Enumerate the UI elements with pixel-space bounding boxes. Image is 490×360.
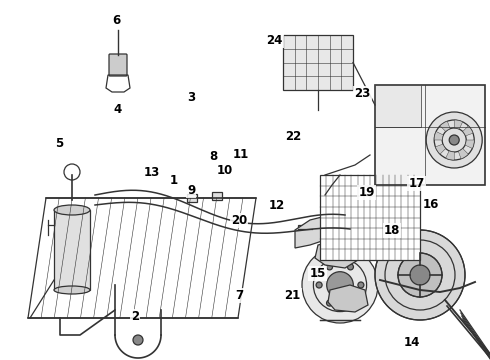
- Circle shape: [133, 335, 143, 345]
- FancyBboxPatch shape: [187, 194, 197, 202]
- Text: 5: 5: [55, 137, 63, 150]
- Text: 20: 20: [231, 214, 247, 227]
- FancyBboxPatch shape: [283, 35, 353, 90]
- Wedge shape: [434, 131, 443, 140]
- Circle shape: [426, 112, 482, 168]
- Circle shape: [302, 247, 378, 323]
- Wedge shape: [458, 148, 468, 159]
- Text: 11: 11: [233, 148, 249, 161]
- FancyBboxPatch shape: [375, 85, 421, 127]
- Circle shape: [326, 300, 333, 306]
- Text: 1: 1: [170, 174, 178, 186]
- Text: 12: 12: [269, 199, 285, 212]
- Circle shape: [347, 300, 353, 306]
- Wedge shape: [440, 121, 450, 131]
- Ellipse shape: [54, 205, 90, 215]
- Ellipse shape: [54, 286, 90, 294]
- Circle shape: [398, 253, 442, 297]
- Wedge shape: [436, 144, 446, 154]
- Text: 9: 9: [187, 184, 195, 197]
- Polygon shape: [28, 198, 256, 318]
- Wedge shape: [465, 140, 474, 148]
- FancyBboxPatch shape: [298, 225, 312, 233]
- Polygon shape: [315, 240, 358, 268]
- Circle shape: [347, 264, 353, 270]
- Text: 14: 14: [403, 336, 420, 348]
- Circle shape: [410, 265, 430, 285]
- Text: 8: 8: [209, 150, 217, 163]
- Text: 15: 15: [309, 267, 326, 280]
- Circle shape: [358, 282, 364, 288]
- Text: 2: 2: [131, 310, 139, 323]
- FancyBboxPatch shape: [109, 54, 127, 76]
- Polygon shape: [328, 285, 368, 312]
- FancyBboxPatch shape: [54, 210, 90, 290]
- Text: 4: 4: [114, 103, 122, 116]
- Circle shape: [316, 282, 322, 288]
- Text: 19: 19: [358, 186, 375, 199]
- Text: 7: 7: [235, 289, 243, 302]
- Circle shape: [449, 135, 459, 145]
- Text: 21: 21: [284, 289, 301, 302]
- Text: 13: 13: [144, 166, 160, 179]
- Circle shape: [327, 272, 353, 298]
- FancyBboxPatch shape: [320, 175, 420, 260]
- Text: 3: 3: [187, 91, 195, 104]
- Text: 18: 18: [384, 224, 400, 237]
- Text: 16: 16: [423, 198, 440, 211]
- Text: 24: 24: [266, 34, 283, 47]
- Text: 23: 23: [354, 87, 371, 100]
- Wedge shape: [454, 120, 463, 129]
- Text: 17: 17: [408, 177, 425, 190]
- Text: 6: 6: [112, 14, 120, 27]
- Polygon shape: [295, 215, 340, 248]
- Wedge shape: [463, 126, 473, 136]
- Text: 10: 10: [216, 165, 233, 177]
- Text: 22: 22: [285, 130, 301, 143]
- FancyBboxPatch shape: [212, 192, 222, 200]
- Circle shape: [375, 230, 465, 320]
- Circle shape: [326, 264, 333, 270]
- FancyBboxPatch shape: [375, 85, 485, 185]
- Wedge shape: [446, 151, 454, 160]
